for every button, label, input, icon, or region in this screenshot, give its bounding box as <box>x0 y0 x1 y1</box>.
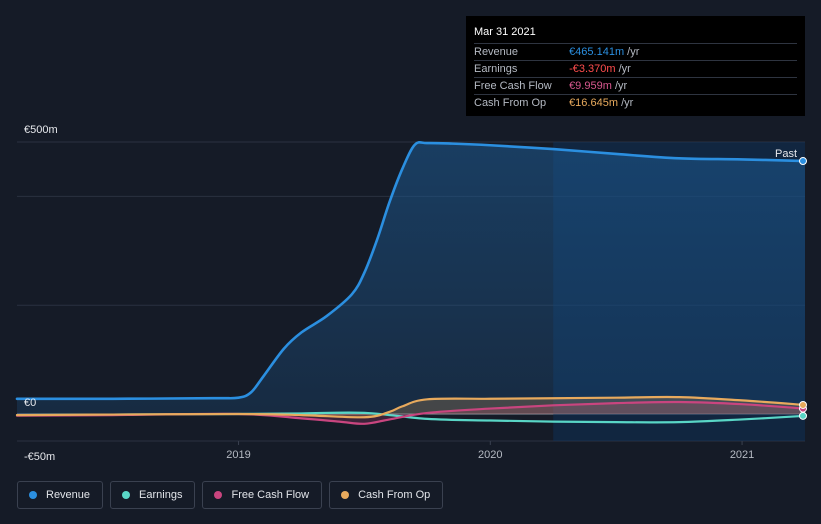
tooltip-row-free-cash-flow: Free Cash Flow €9.959m /yr <box>474 78 797 95</box>
legend-item-earnings[interactable]: Earnings <box>110 481 196 509</box>
cash-from-op-end-marker[interactable] <box>799 400 807 409</box>
legend-item-free-cash-flow[interactable]: Free Cash Flow <box>202 481 323 509</box>
revenue-area <box>17 142 805 414</box>
tooltip-unit: /yr <box>618 63 631 75</box>
y-tick-label: -€50m <box>24 451 55 463</box>
x-tick-label: 2020 <box>478 449 502 461</box>
legend-label: Free Cash Flow <box>231 489 310 501</box>
tooltip-label: Revenue <box>474 46 519 58</box>
free-cash-flow-area <box>17 402 805 424</box>
cash-from-op-line <box>15 395 807 419</box>
revenue-end-marker[interactable] <box>799 157 807 166</box>
past-label: Past <box>775 148 797 160</box>
tooltip-label: Earnings <box>474 63 518 75</box>
legend-dot-icon <box>341 491 350 499</box>
legend-dot-icon <box>29 491 37 499</box>
tooltip-date: Mar 31 2021 <box>474 24 797 44</box>
tooltip-unit: /yr <box>627 46 640 58</box>
tooltip-value: €9.959m <box>569 80 612 92</box>
tooltip-unit: /yr <box>614 80 628 92</box>
tooltip-label: Cash From Op <box>474 97 547 109</box>
y-tick-label: €0 <box>24 397 36 409</box>
legend-label: Revenue <box>46 489 91 501</box>
x-tick-label: 2021 <box>730 449 754 461</box>
legend: Revenue Earnings Free Cash Flow Cash Fro… <box>17 481 444 509</box>
tooltip-value: -€3.370m <box>569 63 616 75</box>
tooltip: Mar 31 2021 Revenue €465.141m /yr Earnin… <box>466 16 805 116</box>
legend-dot-icon <box>214 491 223 499</box>
y-tick-label: €500m <box>24 124 58 136</box>
tooltip-row-earnings: Earnings -€3.370m /yr <box>474 61 797 78</box>
legend-label: Cash From Op <box>358 489 431 501</box>
tooltip-value: €465.141m <box>569 46 625 58</box>
legend-label: Earnings <box>139 489 183 501</box>
x-tick-label: 2019 <box>226 449 250 461</box>
tooltip-row-cash-from-op: Cash From Op €16.645m /yr <box>474 95 797 111</box>
earnings-end-marker[interactable] <box>799 411 807 420</box>
legend-item-revenue[interactable]: Revenue <box>17 481 104 509</box>
legend-dot-icon <box>122 491 131 499</box>
tooltip-value: €16.645m <box>569 97 618 109</box>
legend-item-cash-from-op[interactable]: Cash From Op <box>329 481 444 509</box>
tooltip-label: Free Cash Flow <box>474 80 552 92</box>
tooltip-row-revenue: Revenue €465.141m /yr <box>474 44 797 61</box>
revenue-line <box>15 141 807 401</box>
tooltip-unit: /yr <box>621 97 634 109</box>
cash-from-op-area <box>17 397 805 418</box>
